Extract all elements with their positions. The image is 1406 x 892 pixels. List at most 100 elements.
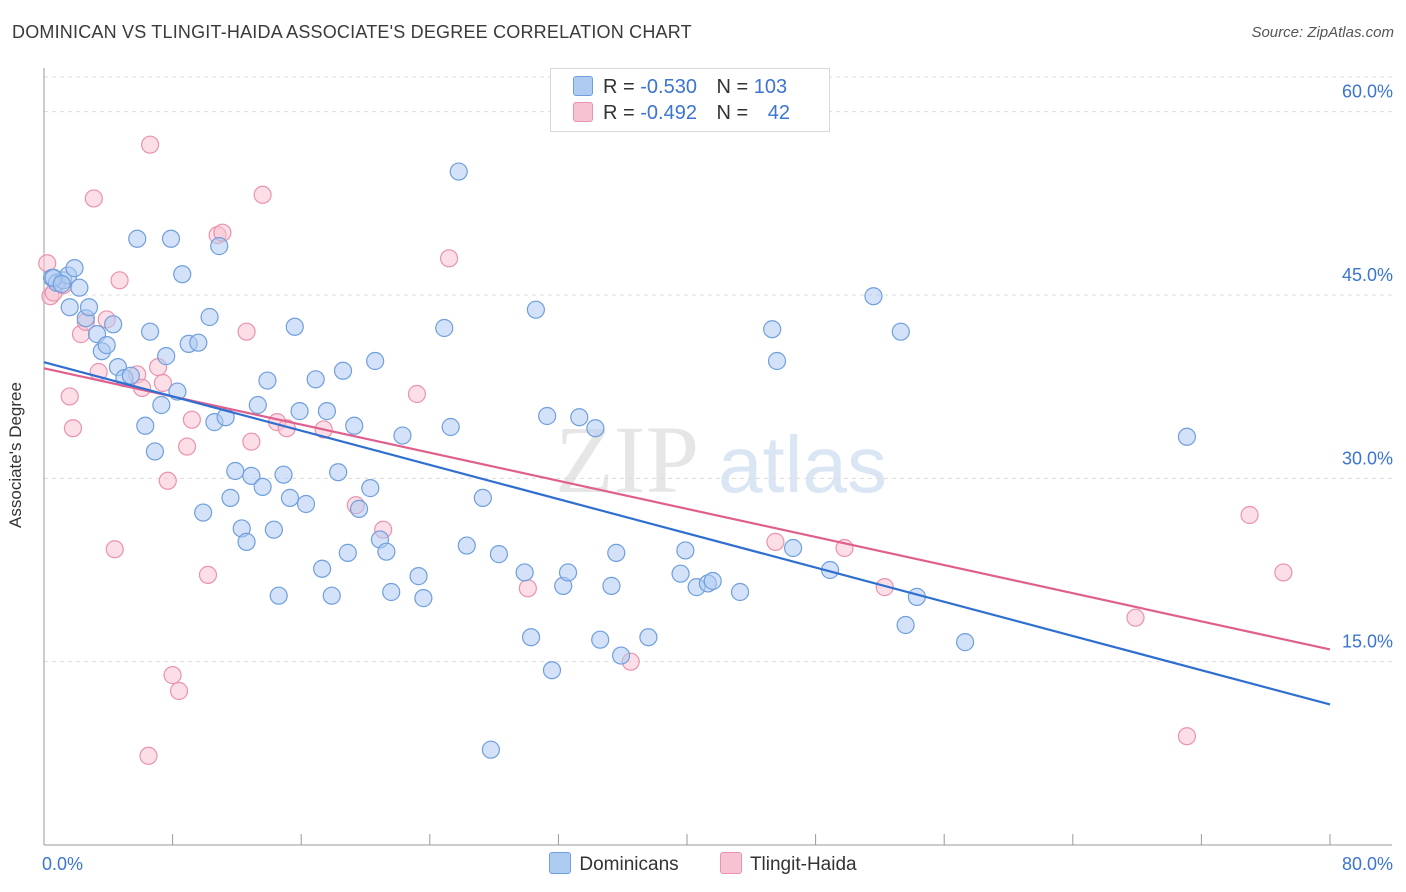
legend-label-dominicans: Dominicans [579, 854, 679, 875]
tlingit-haida-point [242, 432, 261, 451]
dominicans-swatch [573, 76, 593, 96]
dominican-point [280, 488, 300, 507]
dominican-point [97, 336, 116, 355]
tlingit-haida-point [163, 666, 182, 685]
tlingit-haida-swatch [573, 102, 593, 122]
dominican-point [52, 274, 71, 294]
watermark: ZIP atlas [555, 406, 887, 513]
y-tick-label: 30.0% [1342, 448, 1393, 468]
r-value-tlingit-haida: -0.492 [640, 102, 697, 124]
dominican-point [194, 503, 213, 522]
dominican-point [152, 395, 171, 415]
dominican-point [570, 408, 589, 427]
dominican-point [1177, 427, 1197, 446]
y-tick-label: 45.0% [1342, 265, 1393, 285]
dominican-point [274, 465, 293, 484]
dominican-point [136, 416, 155, 435]
dominican-point [349, 499, 369, 518]
dominican-point [409, 567, 428, 586]
y-tick-label: 60.0% [1342, 82, 1393, 102]
dominican-point [248, 395, 267, 415]
dominican-point [586, 419, 605, 438]
dominican-point [671, 564, 690, 583]
dominican-point [345, 416, 364, 435]
dominican-point [70, 278, 89, 297]
tlingit-haida-point [63, 419, 83, 438]
dominican-point [312, 559, 332, 578]
legend-item-dominicans: Dominicans [549, 852, 679, 876]
tlingit-haida-point [407, 384, 427, 404]
tlingit-haida-point [177, 437, 197, 456]
dominican-point [361, 479, 380, 498]
dominican-point [896, 615, 915, 635]
x-tick-label-max: 80.0% [1342, 854, 1393, 874]
tlingit-haida-point [139, 746, 158, 765]
tlingit-haida-point [1126, 608, 1145, 627]
watermark-atlas: atlas [718, 420, 887, 509]
dominican-point [296, 494, 316, 514]
n-value-tlingit-haida: 42 [767, 102, 791, 124]
dominican-point [767, 351, 787, 371]
dominican-point [542, 661, 562, 680]
dominican-point [481, 740, 500, 759]
r-label: R = [603, 76, 635, 98]
dominican-point [329, 463, 348, 482]
dominican-point [221, 488, 240, 507]
dominican-point [783, 538, 803, 558]
dominican-point [200, 307, 219, 327]
dominican-point [676, 541, 695, 560]
dominican-point [489, 545, 509, 564]
dominican-point [269, 586, 288, 605]
dominican-point [377, 542, 396, 561]
dominican-point [145, 442, 165, 461]
dominican-point [558, 563, 578, 582]
dominican-point [441, 417, 460, 437]
dominican-point [473, 488, 492, 507]
tlingit-haida-point [1240, 505, 1259, 525]
tlingit-haida-point [110, 271, 129, 290]
legend-row-tlingit-haida: R = -0.492 N = 42 [573, 102, 790, 126]
dominican-point [264, 520, 283, 539]
dominican-point [157, 347, 176, 366]
dominican-point [435, 318, 454, 338]
tlingit-haida-point [169, 681, 189, 701]
legend-item-tlingit-haida: Tlingit-Haida [719, 852, 857, 876]
n-label: N = [716, 76, 749, 98]
dominican-point [210, 237, 229, 256]
tlingit-haida-point [198, 565, 218, 584]
dominican-point [306, 370, 325, 389]
tlingit-haida-point [158, 471, 177, 490]
dominican-point [763, 320, 782, 339]
dominican-point [121, 366, 140, 385]
tlingit-haida-point [439, 249, 459, 268]
dominican-point [285, 317, 304, 336]
tlingit-haida-point [766, 532, 785, 551]
tlingit-haida-point [84, 189, 103, 208]
tlingit-haida-legend-swatch [719, 852, 742, 874]
legend-row-dominicans: R = -0.530 N = 103 [573, 76, 787, 100]
dominican-point [457, 536, 476, 555]
dominican-point [253, 477, 272, 496]
tlingit-haida-point [140, 135, 160, 154]
n-label: N = [716, 102, 749, 124]
y-tick-label: 15.0% [1342, 632, 1393, 652]
dominican-point [226, 461, 245, 481]
dominican-point [189, 333, 208, 352]
correlation-legend: R = -0.530 N = 103 R = -0.492 N = 42 [550, 68, 830, 132]
dominican-point [382, 582, 401, 602]
dominican-point [322, 586, 341, 605]
dominican-point [639, 628, 658, 647]
dominican-point [128, 229, 147, 248]
dominican-point [730, 582, 750, 602]
legend-label-tlingit-haida: Tlingit-Haida [749, 854, 857, 875]
dominican-point [79, 298, 99, 317]
dominican-point [338, 543, 357, 562]
tick-labels: 15.0% 30.0% 45.0% 60.0% 0.0% 80.0% [42, 82, 1393, 874]
dominican-point [611, 646, 631, 665]
tlingit-haida-point [237, 322, 256, 341]
dominican-point [591, 630, 610, 649]
axes [43, 68, 1392, 846]
tlingit-haida-trend-line [43, 367, 1331, 651]
dominican-point [891, 322, 910, 341]
dominican-point [414, 589, 433, 608]
